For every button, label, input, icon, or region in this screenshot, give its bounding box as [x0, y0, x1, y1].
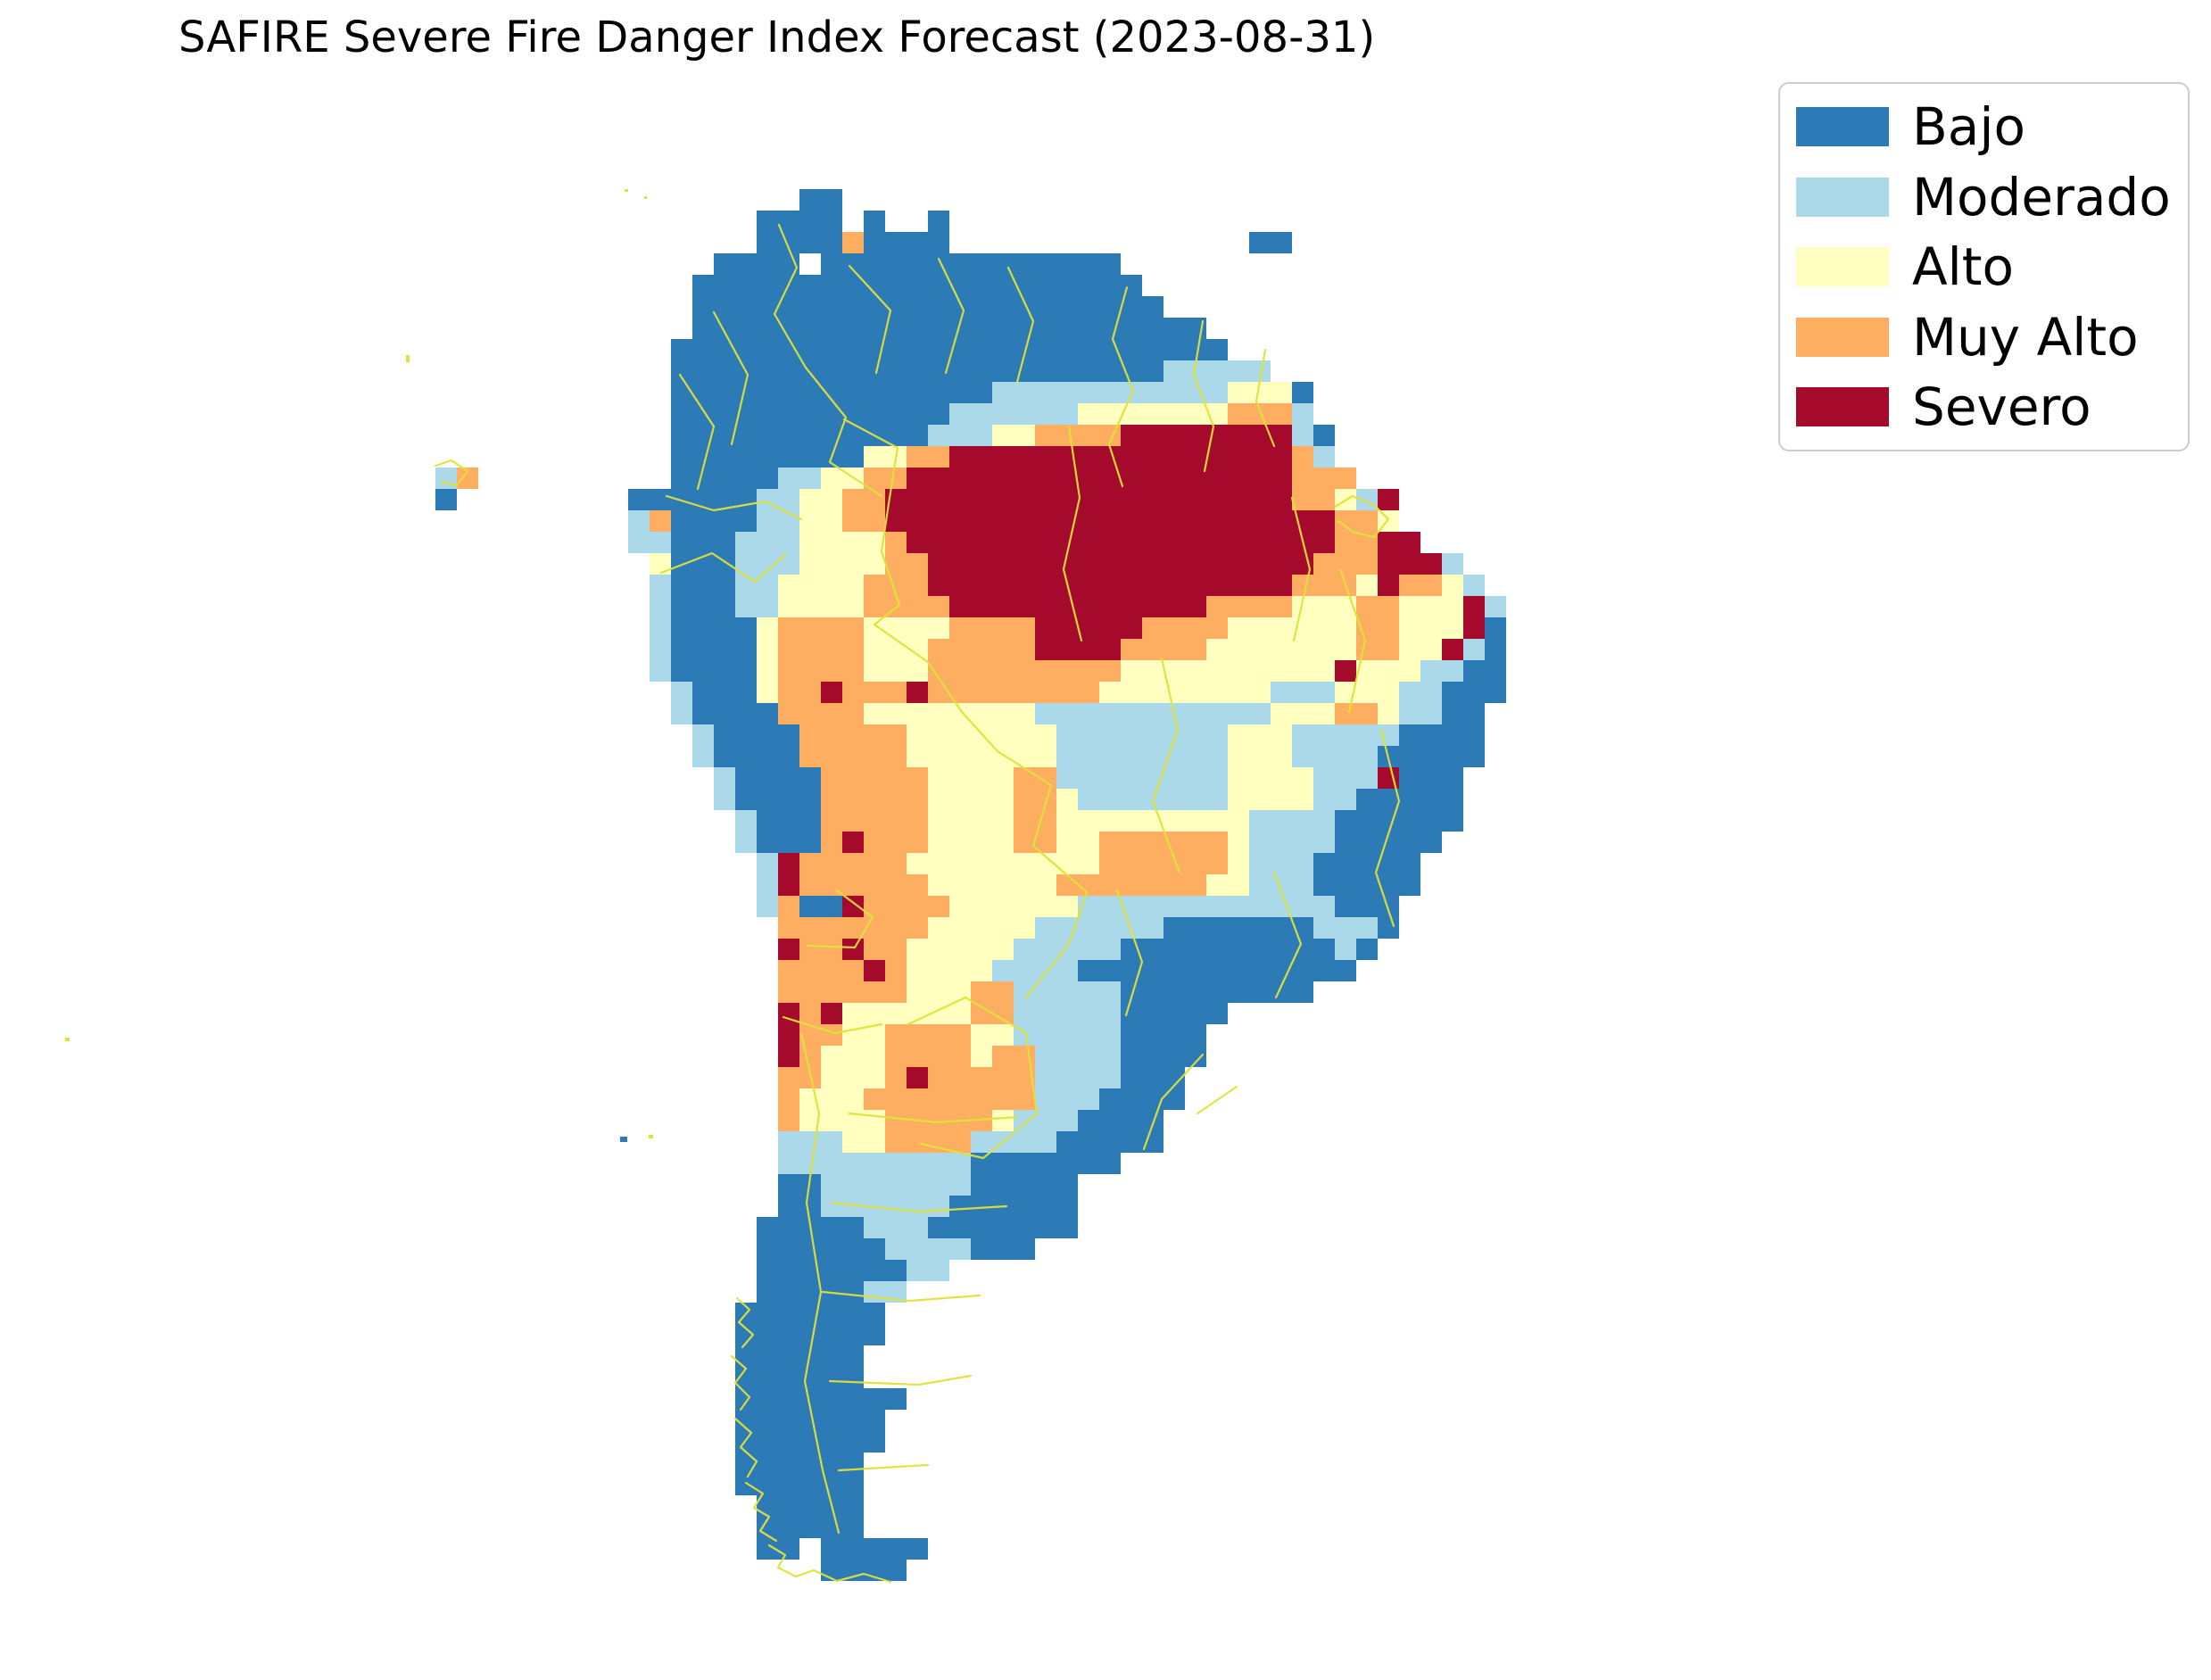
legend-label-bajo: Bajo	[1912, 96, 2025, 157]
legend-label-severo: Severo	[1912, 377, 2091, 437]
legend-swatch-severo	[1796, 387, 1889, 426]
legend-swatch-muy-alto	[1796, 317, 1889, 357]
legend-swatch-bajo	[1796, 107, 1889, 146]
figure-title: SAFIRE Severe Fire Danger Index Forecast…	[178, 12, 1376, 62]
legend-item-muy-alto: Muy Alto	[1796, 310, 2179, 364]
small-islands-layer	[65, 189, 653, 1142]
legend-item-moderado: Moderado	[1796, 170, 2179, 224]
legend-item-severo: Severo	[1796, 380, 2179, 434]
legend-item-alto: Alto	[1796, 240, 2179, 294]
legend-swatch-moderado	[1796, 177, 1889, 217]
admin-borders-layer	[434, 223, 1401, 1584]
raster-layer	[435, 189, 1506, 1581]
legend: Bajo Moderado Alto Muy Alto Severo	[1778, 82, 2190, 451]
legend-label-alto: Alto	[1912, 236, 2015, 297]
legend-item-bajo: Bajo	[1796, 100, 2179, 153]
legend-label-muy-alto: Muy Alto	[1912, 306, 2139, 368]
legend-swatch-alto	[1796, 247, 1889, 286]
legend-label-moderado: Moderado	[1912, 166, 2171, 228]
